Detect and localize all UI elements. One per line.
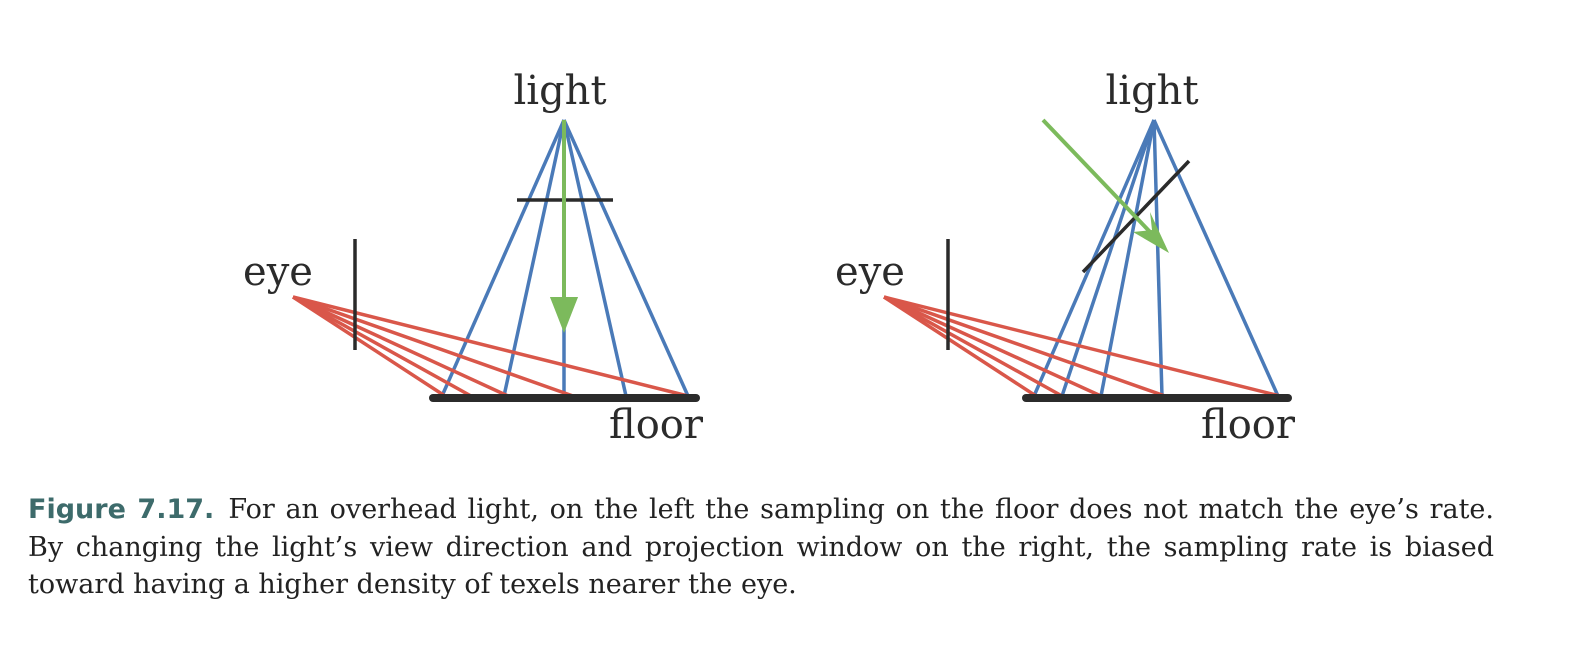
right-floor-label: floor	[1201, 402, 1296, 448]
left-light-ray-4	[562, 119, 628, 397]
right-light-ray-4	[1152, 119, 1164, 397]
right-view-direction-arrow	[1041, 118, 1169, 253]
right-light-ray-5	[1152, 119, 1280, 397]
right-eye-ray-3	[883, 295, 1102, 398]
right-eye-ray-2	[883, 295, 1063, 398]
left-view-direction-arrow	[550, 120, 578, 333]
left-eye-ray-1	[292, 295, 446, 398]
left-eye-ray-5	[292, 295, 689, 398]
left-eye-ray-2	[292, 295, 472, 398]
left-light-label: light	[513, 68, 606, 114]
left-eye-label: eye	[243, 249, 313, 295]
right-panel: light eye floor	[835, 68, 1296, 448]
left-panel: light eye floor	[243, 68, 704, 448]
figure-caption: Figure 7.17. For an overhead light, on th…	[28, 491, 1494, 604]
right-eye-label: eye	[835, 249, 905, 295]
right-light-ray-3	[1099, 119, 1156, 397]
right-eye-ray-4	[883, 295, 1166, 398]
right-eye-ray-5	[883, 295, 1281, 398]
figure-number: Figure 7.17.	[28, 494, 215, 525]
left-light-ray-5	[562, 119, 690, 397]
left-eye-ray-3	[292, 295, 509, 398]
right-light-label: light	[1105, 68, 1198, 114]
left-eye-ray-4	[292, 295, 574, 398]
right-eye-rays	[883, 295, 1281, 398]
left-light-ray-1	[440, 119, 566, 397]
right-light-rays	[1032, 119, 1280, 397]
left-light-ray-2	[502, 119, 566, 397]
right-eye-ray-1	[883, 295, 1037, 398]
left-floor-label: floor	[609, 402, 704, 448]
shadow-map-sampling-figure: light eye floor	[243, 68, 1296, 448]
left-eye-rays	[292, 295, 689, 398]
caption-text: For an overhead light, on the left the s…	[28, 494, 1494, 600]
right-light-ray-2	[1060, 119, 1156, 397]
